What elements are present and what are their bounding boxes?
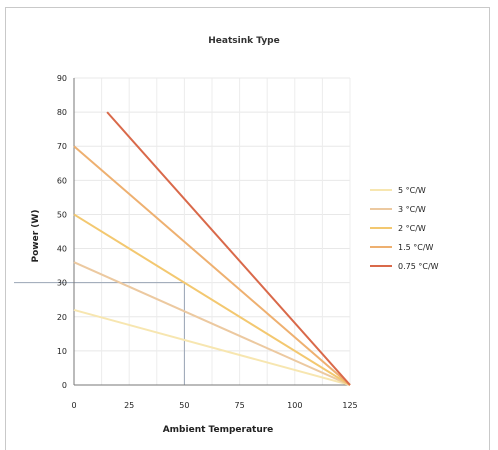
y-tick-label: 10 (57, 347, 67, 356)
y-tick-label: 20 (57, 313, 67, 322)
legend-entry-label: 0.75 °C/W (398, 262, 439, 271)
legend-entry-label: 3 °C/W (398, 205, 426, 214)
y-tick-label: 90 (57, 74, 67, 83)
chart-frame (5, 7, 490, 450)
y-tick-label: 0 (62, 381, 67, 390)
legend: 5 °C/W 3 °C/W 2 °C/W 1.5 °C/W 0.75 °C/W (370, 186, 439, 271)
axes (73, 78, 350, 386)
y-tick-label: 40 (57, 245, 67, 254)
y-tick-label: 50 (57, 210, 67, 219)
x-tick-label: 125 (342, 401, 357, 410)
y-tick-label: 30 (57, 279, 67, 288)
y-axis-label: Power (W) (31, 210, 41, 263)
x-tick-label: 25 (124, 401, 134, 410)
legend-entry-label: 1.5 °C/W (398, 243, 434, 252)
series-line-3 (73, 213, 351, 386)
x-tick-label: 75 (235, 401, 245, 410)
series-line-5 (106, 111, 351, 386)
reference-lines (14, 282, 185, 385)
x-tick-label: 0 (71, 401, 76, 410)
y-tick-label: 60 (57, 176, 67, 185)
legend-entry-label: 5 °C/W (398, 186, 426, 195)
y-tick-label: 70 (57, 142, 67, 151)
x-tick-label: 50 (179, 401, 189, 410)
x-tick-labels: 0 25 50 75 100 125 (71, 401, 357, 410)
legend-entry-label: 2 °C/W (398, 224, 426, 233)
y-tick-labels: 0 10 20 30 40 50 60 70 80 90 (57, 74, 67, 390)
x-axis-label: Ambient Temperature (163, 425, 274, 435)
y-tick-label: 80 (57, 108, 67, 117)
x-tick-label: 100 (287, 401, 302, 410)
chart-title: Heatsink Type (208, 36, 279, 46)
series-lines (73, 111, 351, 386)
series-line-1 (73, 308, 351, 386)
series-line-2 (73, 261, 351, 386)
series-line-4 (73, 145, 351, 386)
